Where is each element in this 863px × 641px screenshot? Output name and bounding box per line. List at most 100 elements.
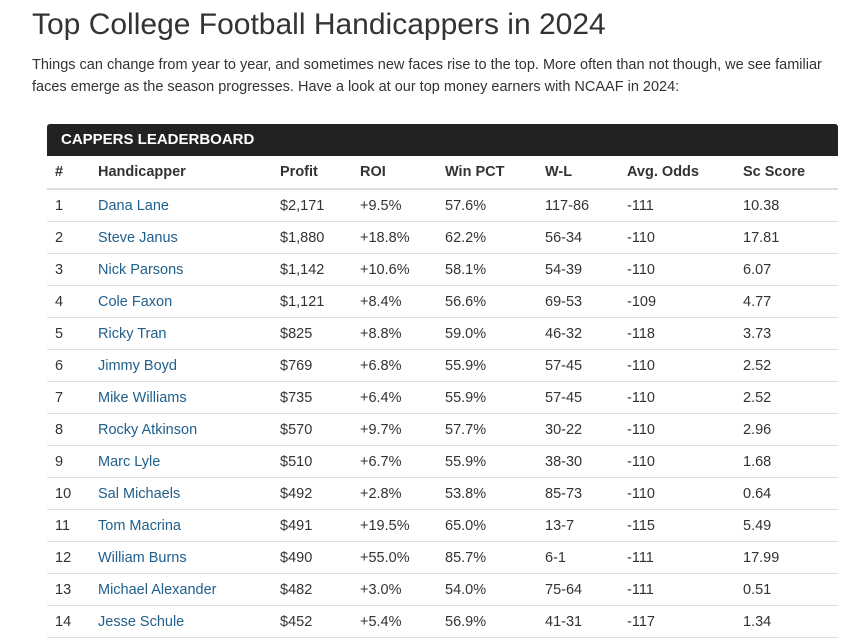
cell: Ricky Tran xyxy=(90,317,272,350)
cell: -111 xyxy=(619,541,735,574)
cell: $491 xyxy=(272,509,352,542)
handicapper-link[interactable]: Sal Michaels xyxy=(98,485,181,502)
cell: -109 xyxy=(619,285,735,318)
handicapper-link[interactable]: Tom Macrina xyxy=(98,517,181,534)
cell: -111 xyxy=(619,573,735,606)
table-row: 13 Michael Alexander $482 +3.0% 54.0% 75-64 -1… xyxy=(47,573,838,606)
handicapper-link[interactable]: William Burns xyxy=(98,549,187,566)
handicapper-link[interactable]: Dana Lane xyxy=(98,197,169,214)
cell: -110 xyxy=(619,253,735,286)
cell: $490 xyxy=(272,541,352,574)
cell: 4.77 xyxy=(735,285,838,318)
cell: Dana Lane xyxy=(90,189,272,222)
cell: Michael Alexander xyxy=(90,573,272,606)
cell: 17.81 xyxy=(735,221,838,254)
table-row: 10 Sal Michaels $492 +2.8% 53.8% 85-73 -110 0.6… xyxy=(47,477,838,510)
cell: 75-64 xyxy=(537,573,619,606)
cell: Nick Parsons xyxy=(90,253,272,286)
cell: 3.73 xyxy=(735,317,838,350)
cell: +2.8% xyxy=(352,477,437,510)
table-row: 11 Tom Macrina $491 +19.5% 65.0% 13-7 -115 5.49 xyxy=(47,509,838,542)
table-row: 8 Rocky Atkinson $570 +9.7% 57.7% 30-22 -110 2.… xyxy=(47,413,838,446)
cell: 85-73 xyxy=(537,477,619,510)
cell: +9.5% xyxy=(352,189,437,222)
cell: 1 xyxy=(47,189,90,222)
cell: -115 xyxy=(619,509,735,542)
cell: 55.9% xyxy=(437,381,537,414)
cell: -110 xyxy=(619,445,735,478)
handicapper-link[interactable]: Nick Parsons xyxy=(98,261,184,278)
handicapper-link[interactable]: Cole Faxon xyxy=(98,293,173,310)
cell: 57.6% xyxy=(437,189,537,222)
cell: 10 xyxy=(47,477,90,510)
cell: +3.0% xyxy=(352,573,437,606)
cell: +8.8% xyxy=(352,317,437,350)
cell: 0.51 xyxy=(735,573,838,606)
cell: Tom Macrina xyxy=(90,509,272,542)
page-title: Top College Football Handicappers in 202… xyxy=(32,8,606,41)
cell: Mike Williams xyxy=(90,381,272,414)
cell: 30-22 xyxy=(537,413,619,446)
cell: 6 xyxy=(47,349,90,382)
table-row: 14 Jesse Schule $452 +5.4% 56.9% 41-31 -117 1.3… xyxy=(47,605,838,638)
cell: 6-1 xyxy=(537,541,619,574)
cell: +6.8% xyxy=(352,349,437,382)
cell: Cole Faxon xyxy=(90,285,272,318)
cell: 2 xyxy=(47,221,90,254)
cell: +6.7% xyxy=(352,445,437,478)
table-title: CAPPERS LEADERBOARD xyxy=(47,124,838,156)
column-header: Handicapper xyxy=(90,156,272,190)
cell: 46-32 xyxy=(537,317,619,350)
column-header: Win PCT xyxy=(437,156,537,190)
cell: 1.34 xyxy=(735,605,838,638)
cell: 11 xyxy=(47,509,90,542)
cell: 4 xyxy=(47,285,90,318)
handicapper-link[interactable]: Rocky Atkinson xyxy=(98,421,198,438)
cell: $1,880 xyxy=(272,221,352,254)
cell: $735 xyxy=(272,381,352,414)
cell: $510 xyxy=(272,445,352,478)
cell: 54.0% xyxy=(437,573,537,606)
cell: 2.52 xyxy=(735,381,838,414)
cell: +55.0% xyxy=(352,541,437,574)
handicapper-link[interactable]: Ricky Tran xyxy=(98,325,167,342)
handicapper-link[interactable]: Mike Williams xyxy=(98,389,187,406)
cell: 85.7% xyxy=(437,541,537,574)
cell: 69-53 xyxy=(537,285,619,318)
table-row: 12 William Burns $490 +55.0% 85.7% 6-1 -111 17.… xyxy=(47,541,838,574)
handicapper-link[interactable]: Steve Janus xyxy=(98,229,178,246)
cell: 55.9% xyxy=(437,349,537,382)
cell: +9.7% xyxy=(352,413,437,446)
handicapper-link[interactable]: Jimmy Boyd xyxy=(98,357,177,374)
cell: 56-34 xyxy=(537,221,619,254)
cell: $2,171 xyxy=(272,189,352,222)
cell: 8 xyxy=(47,413,90,446)
cell: 2.52 xyxy=(735,349,838,382)
table-row: 1 Dana Lane $2,171 +9.5% 57.6% 117-86 -111 10.3… xyxy=(47,189,838,222)
cell: -110 xyxy=(619,413,735,446)
header-row: # Handicapper Profit ROI Win PCT W-L Avg. Odds… xyxy=(47,156,838,190)
handicapper-link[interactable]: Michael Alexander xyxy=(98,581,217,598)
cell: $492 xyxy=(272,477,352,510)
table-row: 9 Marc Lyle $510 +6.7% 55.9% 38-30 -110 1.68 xyxy=(47,445,838,478)
cell: 0.64 xyxy=(735,477,838,510)
intro: Things can change from year to year, and… xyxy=(32,57,822,95)
table-row: 6 Jimmy Boyd $769 +6.8% 55.9% 57-45 -110 2.52 xyxy=(47,349,838,382)
cell: William Burns xyxy=(90,541,272,574)
cell: +8.4% xyxy=(352,285,437,318)
table-row: 3 Nick Parsons $1,142 +10.6% 58.1% 54-39 -110 6… xyxy=(47,253,838,286)
handicapper-link[interactable]: Jesse Schule xyxy=(98,613,185,630)
cell: 5 xyxy=(47,317,90,350)
cell: 7 xyxy=(47,381,90,414)
cell: -110 xyxy=(619,477,735,510)
cell: +6.4% xyxy=(352,381,437,414)
cell: 13 xyxy=(47,573,90,606)
cell: 2.96 xyxy=(735,413,838,446)
column-header: # xyxy=(47,156,90,190)
handicapper-link[interactable]: Marc Lyle xyxy=(98,453,161,470)
table-row: 4 Cole Faxon $1,121 +8.4% 56.6% 69-53 -109 4.77 xyxy=(47,285,838,318)
cell: $452 xyxy=(272,605,352,638)
cell: 38-30 xyxy=(537,445,619,478)
cell: $1,121 xyxy=(272,285,352,318)
cell: $769 xyxy=(272,349,352,382)
